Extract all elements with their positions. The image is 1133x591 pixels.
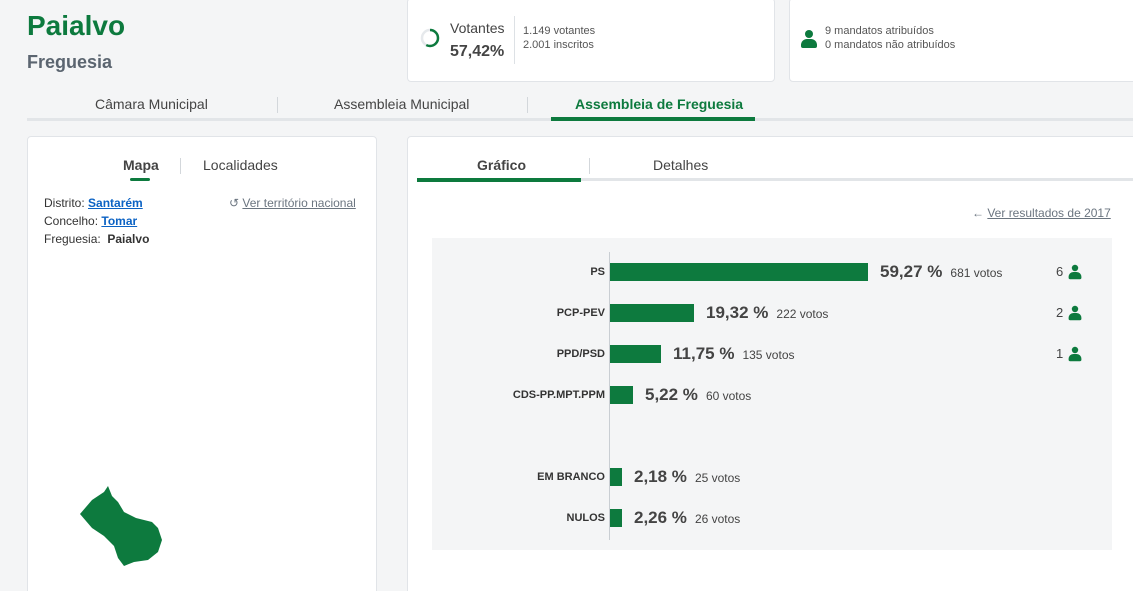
bar-votes: 26 votos bbox=[694, 512, 741, 526]
freguesia-value: Paialvo bbox=[107, 232, 150, 246]
tab-localidades[interactable]: Localidades bbox=[203, 157, 278, 173]
voters-count: 1.149 votantes bbox=[523, 25, 596, 37]
bar-seats: 2 bbox=[1056, 305, 1064, 320]
bar-votes: 681 votos bbox=[950, 266, 1003, 280]
tab-detalhes[interactable]: Detalhes bbox=[653, 157, 709, 173]
bar-percent: 5,22 % bbox=[645, 385, 698, 404]
tab-assembleia-freguesia[interactable]: Assembleia de Freguesia bbox=[575, 96, 744, 112]
active-subtab-indicator bbox=[417, 178, 581, 182]
bar[interactable] bbox=[610, 468, 622, 486]
subtab-divider bbox=[589, 158, 590, 174]
arrow-left-icon: ← bbox=[972, 206, 984, 220]
bar-votes: 222 votos bbox=[776, 307, 829, 321]
bar-percent: 2,26 % bbox=[634, 508, 687, 527]
active-tab-indicator bbox=[551, 117, 755, 121]
mandates-assigned: 9 mandatos atribuídos bbox=[825, 25, 934, 37]
person-icon bbox=[1068, 305, 1082, 321]
undo-icon: ↺ bbox=[229, 196, 240, 210]
tab-assembleia-municipal[interactable]: Assembleia Municipal bbox=[334, 96, 470, 112]
subtabs-track bbox=[417, 178, 1133, 181]
turnout-divider bbox=[514, 16, 515, 64]
national-territory-label: Ver território nacional bbox=[242, 196, 356, 210]
person-icon bbox=[1068, 346, 1082, 362]
freguesia-label: Freguesia: bbox=[44, 232, 101, 246]
tab-mapa[interactable]: Mapa bbox=[123, 157, 159, 173]
bar[interactable] bbox=[610, 509, 622, 527]
concelho-link[interactable]: Tomar bbox=[101, 214, 138, 228]
bar-percent: 2,18 % bbox=[634, 467, 687, 486]
national-territory-link[interactable]: ↺ Ver território nacional bbox=[229, 196, 356, 210]
registered-count: 2.001 inscritos bbox=[523, 39, 594, 51]
results-chart bbox=[432, 238, 1112, 550]
tab-divider bbox=[277, 97, 278, 113]
bar-votes: 135 votos bbox=[742, 348, 795, 362]
bar-percent: 19,32 % bbox=[706, 303, 769, 322]
page-title: Paialvo bbox=[27, 10, 126, 41]
concelho-label: Concelho: bbox=[44, 214, 99, 228]
distrito-label: Distrito: bbox=[44, 196, 85, 210]
bar-label: PPD/PSD bbox=[556, 348, 605, 360]
freguesia-row: Freguesia: Paialvo bbox=[44, 232, 149, 246]
previous-results-link[interactable]: ← Ver resultados de 2017 bbox=[972, 206, 1111, 220]
bar-seats: 6 bbox=[1056, 264, 1064, 279]
person-icon bbox=[1068, 264, 1082, 280]
bar-percent: 11,75 % bbox=[673, 344, 735, 363]
bar-percent: 59,27 % bbox=[880, 262, 943, 281]
mandates-card bbox=[789, 0, 1133, 82]
distrito-row: Distrito: Santarém bbox=[44, 196, 143, 210]
turnout-percent: 57,42% bbox=[450, 43, 505, 60]
page-subtitle: Freguesia bbox=[27, 52, 113, 72]
bar-label: NULOS bbox=[566, 512, 606, 524]
subtab-divider bbox=[180, 158, 181, 174]
concelho-row: Concelho: Tomar bbox=[44, 214, 137, 228]
chart-axis bbox=[609, 252, 610, 540]
turnout-label: Votantes bbox=[450, 20, 505, 36]
previous-results-label: Ver resultados de 2017 bbox=[987, 206, 1111, 220]
tab-divider bbox=[527, 97, 528, 113]
bar[interactable] bbox=[610, 304, 694, 322]
bar-votes: 25 votos bbox=[694, 471, 741, 485]
tab-grafico[interactable]: Gráfico bbox=[477, 157, 527, 173]
active-subtab-indicator bbox=[130, 178, 150, 181]
bar[interactable] bbox=[610, 386, 633, 404]
bar-votes: 60 votos bbox=[705, 389, 752, 403]
distrito-link[interactable]: Santarém bbox=[88, 196, 143, 210]
bar-label: CDS-PP.MPT.PPM bbox=[512, 389, 605, 401]
tab-camara-municipal[interactable]: Câmara Municipal bbox=[95, 96, 208, 112]
bar[interactable] bbox=[610, 263, 868, 281]
mandates-unassigned: 0 mandatos não atribuídos bbox=[825, 39, 956, 51]
freguesia-map-shape[interactable] bbox=[78, 484, 166, 568]
turnout-ring-icon bbox=[420, 28, 440, 48]
turnout-card bbox=[407, 0, 775, 82]
bar-label: PCP-PEV bbox=[556, 307, 605, 319]
person-icon bbox=[801, 30, 817, 48]
bar[interactable] bbox=[610, 345, 661, 363]
bar-label: EM BRANCO bbox=[537, 471, 605, 483]
bar-label: PS bbox=[590, 266, 605, 278]
bar-seats: 1 bbox=[1056, 346, 1064, 361]
